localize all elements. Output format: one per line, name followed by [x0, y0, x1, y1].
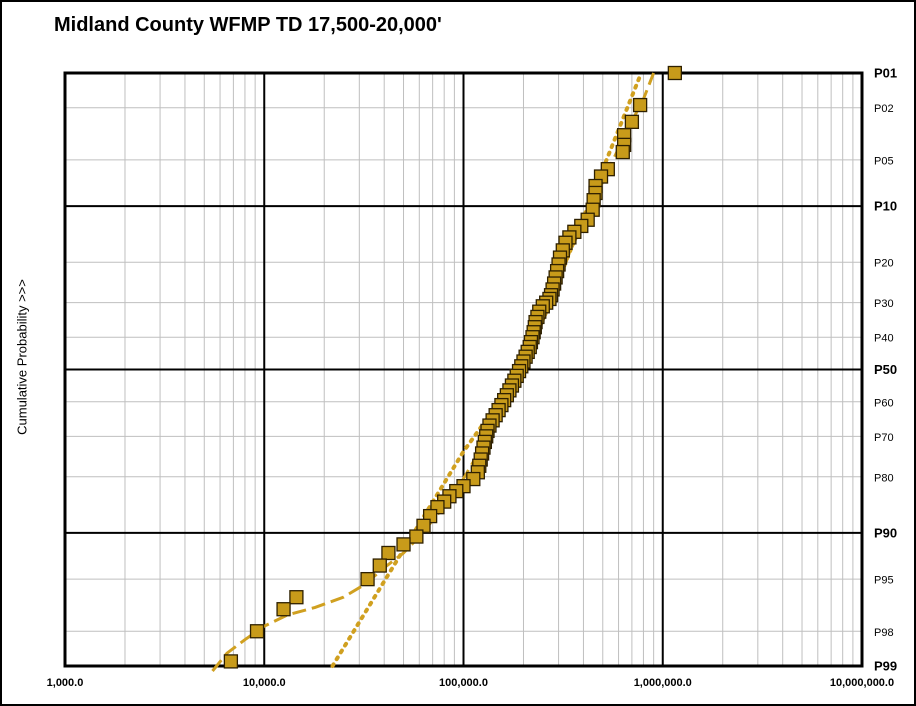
x-tick-label: 10,000,000.0: [830, 677, 894, 689]
data-point: [360, 571, 375, 587]
y-tick-label: P30: [874, 298, 894, 310]
x-tick-label: 100,000.0: [439, 677, 488, 689]
data-point: [372, 558, 387, 573]
y-tick-label: P02: [874, 103, 894, 115]
data-point: [381, 545, 396, 561]
y-tick-label: P60: [874, 397, 894, 409]
y-tick-label: P99: [874, 659, 897, 674]
y-tick-label: P95: [874, 575, 894, 587]
data-point: [416, 518, 431, 533]
y-tick-label: P05: [874, 155, 894, 167]
data-point: [396, 537, 411, 552]
x-tick-label: 1,000.0: [47, 677, 84, 689]
data-point: [249, 624, 265, 639]
y-tick-label: P98: [874, 627, 894, 639]
data-point: [409, 529, 424, 544]
data-point: [615, 144, 630, 160]
data-point: [632, 97, 648, 113]
y-tick-label: P40: [874, 333, 894, 345]
y-tick-label: P90: [874, 525, 897, 540]
y-tick-label: P50: [874, 362, 897, 377]
plot-frame: [63, 71, 864, 668]
y-tick-label: P01: [874, 66, 897, 81]
data-point: [276, 602, 291, 617]
x-tick-label: 10,000.0: [243, 677, 286, 689]
data-point: [624, 114, 640, 129]
chart-title: Midland County WFMP TD 17,500-20,000': [54, 14, 442, 36]
x-tick-label: 1,000,000.0: [634, 677, 692, 689]
y-tick-label: P10: [874, 199, 897, 214]
data-point: [289, 590, 304, 605]
y-tick-label: P20: [874, 258, 894, 270]
y-tick-label: P70: [874, 432, 894, 444]
data-point: [223, 654, 239, 669]
y-tick-label: P80: [874, 472, 894, 484]
data-point: [667, 65, 682, 81]
